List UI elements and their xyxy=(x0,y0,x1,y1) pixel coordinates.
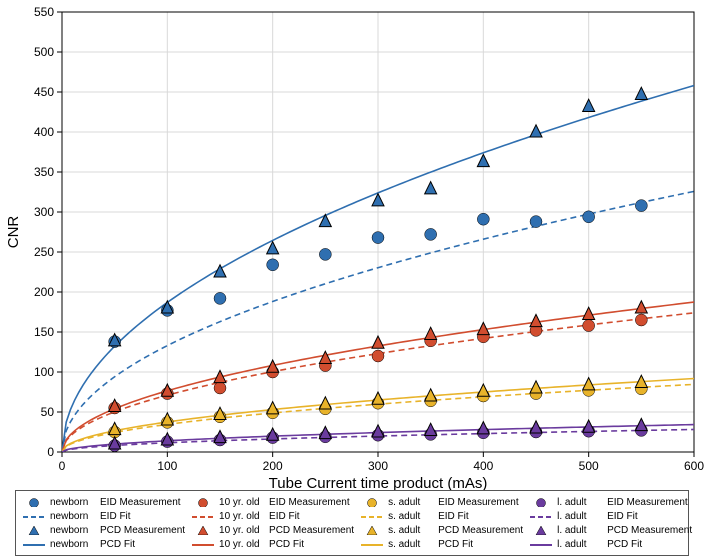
legend-group-label: l. adult xyxy=(557,497,605,508)
x-tick-label: 200 xyxy=(263,459,283,473)
legend-series-label: EID Measurement xyxy=(438,497,519,508)
legend-item: newbornPCD Measurement xyxy=(22,523,185,537)
legend-item: l. adultEID Measurement xyxy=(529,495,692,509)
newborn-eid-marker xyxy=(583,211,595,223)
legend-group-label: l. adult xyxy=(557,511,605,522)
legend-item: newbornEID Fit xyxy=(22,509,185,523)
legend-group-label: 10 yr. old xyxy=(219,539,267,550)
legend-group-label: s. adult xyxy=(388,497,436,508)
y-tick-label: 200 xyxy=(34,285,54,299)
x-tick-label: 500 xyxy=(579,459,599,473)
legend-item: s. adultEID Measurement xyxy=(360,495,523,509)
legend-item: l. adultPCD Fit xyxy=(529,537,692,551)
legend-item: s. adultPCD Measurement xyxy=(360,523,523,537)
newborn-eid-marker xyxy=(477,213,489,225)
cnr-chart: 0 100 200 300 400 500 600 0 50 100 150 200 250 300 350… xyxy=(0,0,704,557)
legend-series-label: EID Fit xyxy=(269,511,300,522)
newborn-eid-marker xyxy=(635,200,647,212)
y-tick-label: 500 xyxy=(34,45,54,59)
tenyr-eid-marker xyxy=(214,382,226,394)
legend-group-label: newborn xyxy=(50,525,98,536)
legend-group-label: l. adult xyxy=(557,525,605,536)
newborn-eid-marker xyxy=(319,248,331,260)
y-tick-label: 300 xyxy=(34,205,54,219)
legend-item: 10 yr. oldEID Fit xyxy=(191,509,354,523)
legend-group-label: newborn xyxy=(50,497,98,508)
legend-series-label: PCD Measurement xyxy=(269,525,354,536)
legend-item: l. adultPCD Measurement xyxy=(529,523,692,537)
legend-item: newbornPCD Fit xyxy=(22,537,185,551)
x-tick-label: 0 xyxy=(59,459,66,473)
x-tick-label: 300 xyxy=(368,459,388,473)
legend: newbornEID Measurement10 yr. oldEID Meas… xyxy=(15,490,689,556)
legend-series-label: EID Measurement xyxy=(100,497,181,508)
legend-series-label: PCD Measurement xyxy=(607,525,692,536)
legend-group-label: s. adult xyxy=(388,525,436,536)
newborn-eid-marker xyxy=(425,228,437,240)
y-tick-label: 350 xyxy=(34,165,54,179)
legend-series-label: PCD Fit xyxy=(607,539,642,550)
x-tick-label: 400 xyxy=(473,459,493,473)
y-tick-label: 450 xyxy=(34,85,54,99)
y-tick-label: 400 xyxy=(34,125,54,139)
legend-item: 10 yr. oldPCD Measurement xyxy=(191,523,354,537)
y-tick-label: 0 xyxy=(47,445,54,459)
newborn-eid-marker xyxy=(372,232,384,244)
legend-series-label: PCD Fit xyxy=(438,539,473,550)
legend-item: l. adultEID Fit xyxy=(529,509,692,523)
legend-series-label: PCD Measurement xyxy=(100,525,185,536)
legend-series-label: EID Measurement xyxy=(269,497,350,508)
newborn-eid-marker xyxy=(214,292,226,304)
legend-group-label: s. adult xyxy=(388,511,436,522)
legend-group-label: 10 yr. old xyxy=(219,511,267,522)
tenyr-eid-marker xyxy=(583,320,595,332)
legend-item: 10 yr. oldEID Measurement xyxy=(191,495,354,509)
newborn-eid-marker xyxy=(530,216,542,228)
legend-item: newbornEID Measurement xyxy=(22,495,185,509)
x-tick-label: 600 xyxy=(684,459,704,473)
legend-group-label: 10 yr. old xyxy=(219,497,267,508)
tenyr-eid-marker xyxy=(372,350,384,362)
legend-series-label: EID Fit xyxy=(607,511,638,522)
y-tick-label: 250 xyxy=(34,245,54,259)
legend-item: 10 yr. oldPCD Fit xyxy=(191,537,354,551)
legend-series-label: EID Measurement xyxy=(607,497,688,508)
legend-group-label: l. adult xyxy=(557,539,605,550)
legend-series-label: PCD Fit xyxy=(100,539,135,550)
legend-group-label: 10 yr. old xyxy=(219,525,267,536)
y-tick-label: 100 xyxy=(34,365,54,379)
newborn-eid-marker xyxy=(267,259,279,271)
y-axis-label: CNR xyxy=(5,216,22,249)
legend-item: s. adultPCD Fit xyxy=(360,537,523,551)
tenyr-eid-marker xyxy=(635,314,647,326)
legend-series-label: PCD Measurement xyxy=(438,525,523,536)
legend-series-label: EID Fit xyxy=(100,511,131,522)
legend-group-label: newborn xyxy=(50,539,98,550)
legend-group-label: s. adult xyxy=(388,539,436,550)
y-tick-label: 150 xyxy=(34,325,54,339)
legend-item: s. adultEID Fit xyxy=(360,509,523,523)
legend-series-label: EID Fit xyxy=(438,511,469,522)
y-tick-label: 550 xyxy=(34,5,54,19)
legend-group-label: newborn xyxy=(50,511,98,522)
chart-container: 0 100 200 300 400 500 600 0 50 100 150 200 250 300 350… xyxy=(0,0,704,557)
legend-series-label: PCD Fit xyxy=(269,539,304,550)
y-tick-label: 50 xyxy=(41,405,55,419)
x-tick-label: 100 xyxy=(157,459,177,473)
